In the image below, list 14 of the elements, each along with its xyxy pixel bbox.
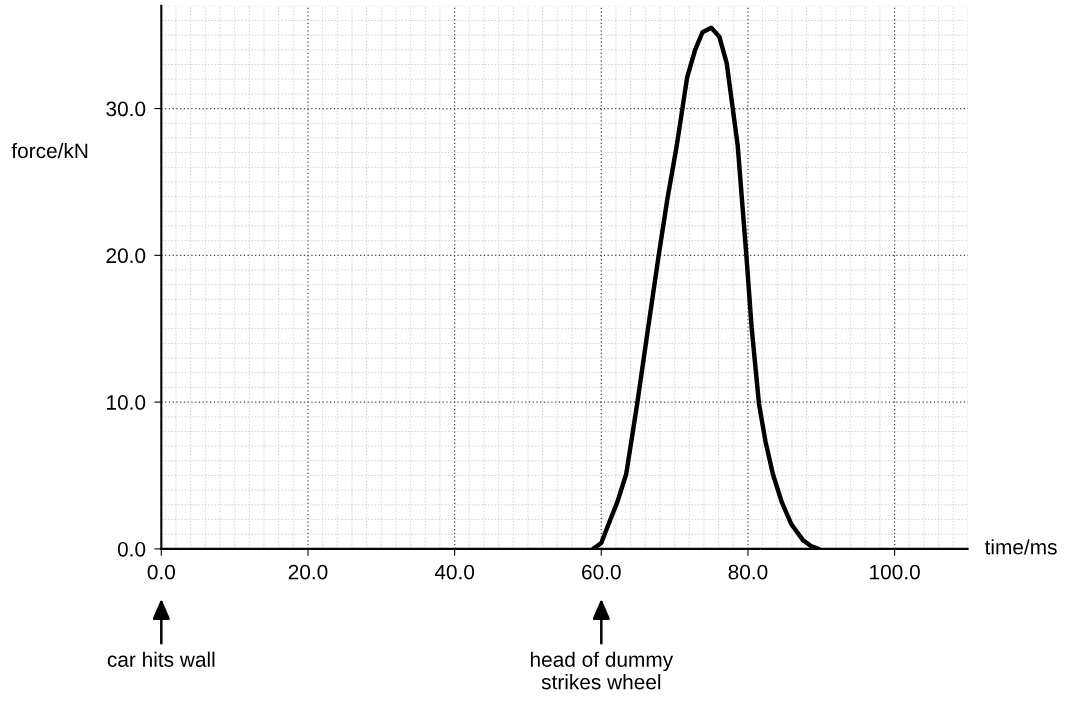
x-tick-label: 100.0 (870, 564, 920, 580)
text: head of dummy strikes wheel (530, 651, 674, 690)
x-tick-label: 40.0 (434, 564, 475, 580)
y-tick-label: 20.0 (106, 248, 146, 264)
x-tick-label: 0.0 (147, 564, 175, 580)
y-tick-label: 30.0 (106, 101, 146, 117)
x-tick-label: 80.0 (728, 564, 768, 580)
x-tick-label: 60.0 (582, 564, 621, 580)
y-tick-label: 10.0 (107, 395, 146, 410)
y-axis-title: force/kN (11, 142, 88, 159)
x-tick-label: 20.0 (288, 564, 328, 580)
text: car hits wall (107, 651, 215, 667)
y-tick-label: 0.0 (117, 541, 146, 557)
x-axis-title: time/ms (984, 539, 1057, 555)
